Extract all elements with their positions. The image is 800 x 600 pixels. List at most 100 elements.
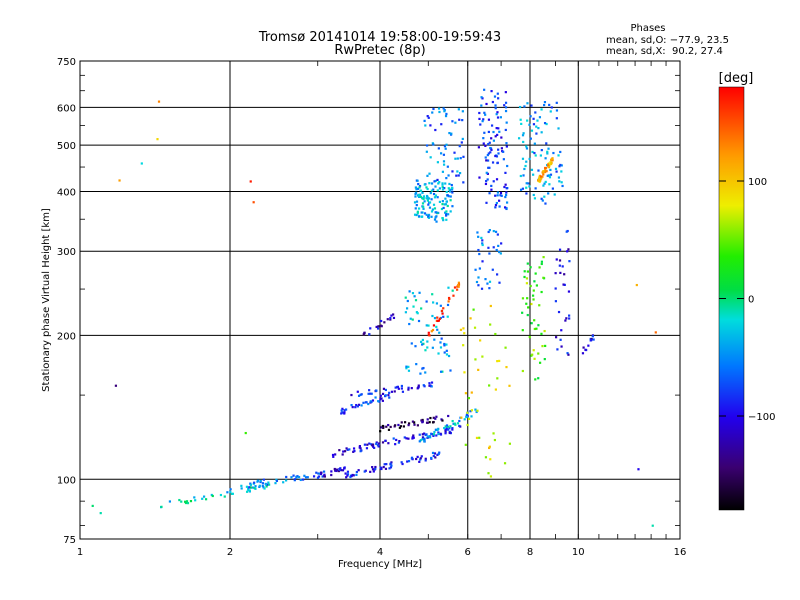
data-point xyxy=(448,189,451,192)
data-point xyxy=(448,431,451,435)
data-point xyxy=(497,152,500,155)
data-point xyxy=(334,469,337,472)
data-point xyxy=(432,107,435,111)
data-point xyxy=(535,284,539,287)
data-point xyxy=(429,416,432,420)
data-point xyxy=(525,282,529,285)
data-point xyxy=(554,336,558,339)
data-point xyxy=(430,432,433,435)
data-point xyxy=(560,170,563,173)
data-point xyxy=(456,157,459,160)
data-point xyxy=(436,428,439,432)
data-point xyxy=(438,181,441,184)
data-point xyxy=(390,464,393,467)
data-point xyxy=(485,159,488,162)
data-point xyxy=(428,334,431,337)
data-point xyxy=(538,180,541,183)
data-point xyxy=(440,337,443,340)
data-point xyxy=(432,301,435,304)
data-point xyxy=(263,487,266,490)
data-point xyxy=(494,206,497,209)
data-point xyxy=(440,207,444,211)
data-point xyxy=(352,450,355,453)
data-point xyxy=(275,478,278,481)
data-point xyxy=(417,319,421,323)
data-point xyxy=(487,246,490,249)
data-point xyxy=(432,433,436,436)
data-point xyxy=(410,387,413,390)
data-point xyxy=(362,333,365,336)
data-point xyxy=(426,435,430,438)
data-point xyxy=(454,157,457,160)
data-point xyxy=(380,325,383,328)
data-point xyxy=(503,104,506,107)
data-point xyxy=(431,142,434,145)
data-point xyxy=(433,196,437,199)
data-point xyxy=(432,324,436,327)
data-point xyxy=(528,157,531,161)
data-point xyxy=(542,276,545,279)
data-point xyxy=(446,425,449,428)
data-point xyxy=(453,286,457,289)
data-point xyxy=(405,365,408,368)
data-point xyxy=(551,158,554,161)
data-point xyxy=(425,144,429,147)
data-point xyxy=(483,131,486,134)
data-point xyxy=(502,150,505,153)
data-point xyxy=(525,302,528,305)
data-point xyxy=(426,114,429,118)
data-point xyxy=(432,420,435,424)
data-point xyxy=(492,180,495,183)
data-point xyxy=(444,182,447,185)
data-point xyxy=(535,327,538,330)
data-point xyxy=(442,163,446,166)
data-point xyxy=(407,437,410,440)
data-point xyxy=(178,498,181,502)
data-point xyxy=(494,135,497,138)
data-point xyxy=(404,311,407,314)
data-point xyxy=(445,353,449,356)
data-point xyxy=(582,346,585,349)
data-point xyxy=(544,170,547,173)
data-point xyxy=(351,406,354,409)
data-point xyxy=(439,304,442,307)
data-point xyxy=(443,145,447,148)
data-point xyxy=(223,495,226,498)
data-point xyxy=(421,433,424,436)
data-point xyxy=(525,192,528,195)
data-point xyxy=(429,124,432,127)
data-point xyxy=(465,415,468,419)
data-point xyxy=(455,174,458,177)
data-point xyxy=(564,319,567,322)
data-point xyxy=(423,440,426,443)
data-point xyxy=(495,127,498,130)
data-point xyxy=(544,180,547,184)
data-point xyxy=(547,192,550,195)
data-point xyxy=(405,437,408,440)
data-point xyxy=(296,475,299,478)
data-point xyxy=(439,152,443,155)
data-point xyxy=(567,290,571,293)
data-point xyxy=(392,316,396,320)
data-point xyxy=(563,283,566,286)
data-point xyxy=(565,317,568,320)
data-point xyxy=(531,353,534,356)
data-point xyxy=(315,471,318,474)
data-point xyxy=(454,121,457,124)
data-point xyxy=(423,385,426,388)
data-point xyxy=(504,91,507,94)
data-point xyxy=(497,127,500,130)
data-point xyxy=(559,150,562,154)
data-point xyxy=(651,524,654,527)
data-point xyxy=(500,194,503,197)
data-point xyxy=(551,157,554,160)
data-point xyxy=(424,459,427,462)
y-tick-label: 500 xyxy=(57,141,76,152)
data-point xyxy=(566,250,569,253)
data-point xyxy=(229,488,232,491)
data-point xyxy=(498,281,501,284)
data-point xyxy=(479,339,482,342)
data-point xyxy=(411,318,414,321)
data-point xyxy=(469,317,472,320)
data-point xyxy=(421,438,424,441)
